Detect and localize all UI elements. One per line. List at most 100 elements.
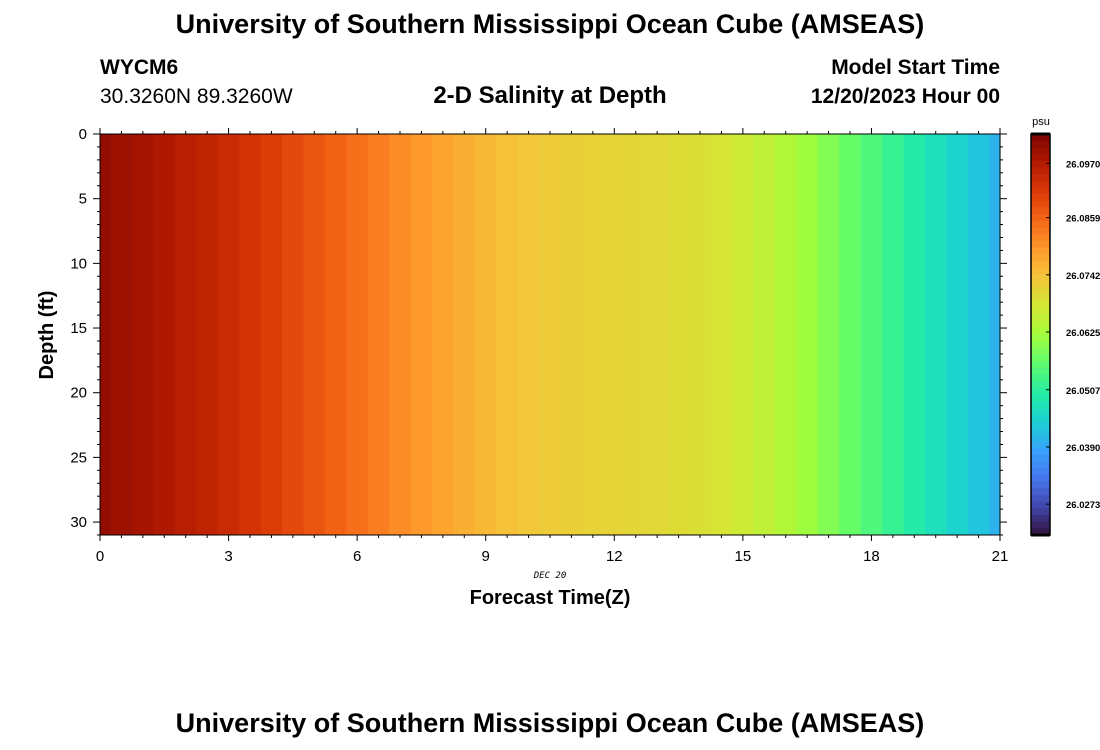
heatmap-column	[903, 134, 926, 535]
colorbar-segment	[1031, 160, 1050, 169]
x-tick-label: 0	[96, 548, 104, 565]
heatmap-column	[282, 134, 305, 535]
colorbar-segment	[1031, 321, 1050, 329]
footer-title: University of Southern Mississippi Ocean…	[175, 708, 925, 738]
y-tick-label: 10	[70, 255, 87, 272]
colorbar-segment	[1031, 214, 1050, 222]
colorbar-segment	[1031, 207, 1050, 215]
heatmap-column	[367, 134, 390, 535]
heatmap-column	[260, 134, 283, 535]
heatmap-column	[796, 134, 819, 535]
date-label: DEC 20	[533, 571, 567, 581]
colorbar-segment	[1031, 481, 1050, 489]
colorbar-segment	[1031, 454, 1050, 463]
colorbar-segment	[1031, 488, 1050, 496]
heatmap-column	[732, 134, 755, 535]
colorbar-segment	[1031, 361, 1050, 369]
colorbar-tick-label: 26.0742	[1066, 271, 1100, 282]
heatmap-column	[239, 134, 262, 535]
heatmap-column	[217, 134, 240, 535]
x-axis-label: Forecast Time(Z)	[470, 587, 631, 609]
heatmap-column	[582, 134, 605, 535]
model-start-label: Model Start Time	[831, 56, 1000, 79]
colorbar-segment	[1031, 167, 1050, 175]
heatmap-column	[925, 134, 948, 535]
colorbar-segment	[1031, 134, 1050, 142]
y-tick-label: 5	[79, 191, 87, 208]
colorbar-segment	[1031, 374, 1050, 382]
heatmap-column	[603, 134, 626, 535]
heatmap-column	[132, 134, 155, 535]
heatmap-column	[325, 134, 348, 535]
colorbar-segment	[1031, 394, 1050, 402]
colorbar-segment	[1031, 240, 1050, 249]
x-tick-label: 3	[224, 548, 232, 565]
colorbar-tick-label: 26.0390	[1066, 443, 1100, 454]
colorbar-segment	[1031, 387, 1050, 396]
heatmap-column	[882, 134, 905, 535]
x-tick-label: 9	[482, 548, 490, 565]
x-tick-label: 12	[606, 548, 623, 565]
heatmap-column	[775, 134, 798, 535]
colorbar-segment	[1031, 147, 1050, 155]
heatmap-column	[946, 134, 969, 535]
colorbar-segment	[1031, 254, 1050, 262]
y-tick-label: 15	[70, 320, 87, 337]
colorbar-unit: psu	[1032, 116, 1050, 128]
heatmap-column	[689, 134, 712, 535]
heatmap-column	[389, 134, 412, 535]
heatmap-column	[817, 134, 840, 535]
colorbar-segment	[1031, 294, 1050, 302]
y-tick-label: 20	[70, 385, 87, 402]
colorbar: 26.0970 26.0859 26.0742 26.0625 26.0507 26.03…	[1030, 132, 1100, 537]
colorbar-segment	[1031, 461, 1050, 469]
colorbar-segment	[1031, 327, 1050, 336]
heatmap-column	[839, 134, 862, 535]
station-coordinates: 30.3260N 89.3260W	[100, 85, 293, 108]
colorbar-segment	[1031, 180, 1050, 189]
colorbar-segment	[1031, 194, 1050, 202]
colorbar-segment	[1031, 468, 1050, 476]
colorbar-segment	[1031, 307, 1050, 316]
colorbar-segment	[1031, 187, 1050, 195]
heatmap-column	[432, 134, 455, 535]
colorbar-segment	[1031, 381, 1050, 389]
colorbar-tick-label: 26.0273	[1066, 500, 1100, 511]
heatmap-column	[753, 134, 776, 535]
heatmap-column	[453, 134, 476, 535]
colorbar-segment	[1031, 414, 1050, 422]
x-tick-label: 6	[353, 548, 361, 565]
colorbar-segment	[1031, 140, 1050, 148]
colorbar-segment	[1031, 154, 1050, 162]
colorbar-segment	[1031, 474, 1050, 483]
colorbar-segment	[1031, 521, 1050, 529]
colorbar-tick-label: 26.0970	[1066, 159, 1100, 170]
colorbar-segment	[1031, 200, 1050, 209]
colorbar-segment	[1031, 341, 1050, 349]
colorbar-tick-label: 26.0507	[1066, 386, 1100, 397]
heatmap-column	[346, 134, 369, 535]
heatmap-column	[967, 134, 990, 535]
colorbar-segment	[1031, 234, 1050, 242]
heatmap-column	[517, 134, 540, 535]
model-start-value: 12/20/2023 Hour 00	[810, 85, 1000, 108]
chart-axes: 0 3 6 9 12 15 18 21 0 5 10 15 20 25 30	[70, 126, 1008, 565]
colorbar-segment	[1031, 247, 1050, 255]
heatmap-column	[303, 134, 326, 535]
y-axis-label: Depth (ft)	[36, 291, 58, 380]
heatmap-column	[646, 134, 669, 535]
colorbar-segment	[1031, 401, 1050, 409]
colorbar-segment	[1031, 441, 1050, 449]
heatmap-column	[710, 134, 733, 535]
colorbar-segment	[1031, 260, 1050, 269]
colorbar-segment	[1031, 301, 1050, 309]
colorbar-segment	[1031, 501, 1050, 509]
x-tick-label: 15	[735, 548, 752, 565]
colorbar-segment	[1031, 334, 1050, 342]
heatmap-column	[153, 134, 176, 535]
colorbar-segment	[1031, 314, 1050, 322]
colorbar-segment	[1031, 354, 1050, 362]
colorbar-segment	[1031, 220, 1050, 229]
colorbar-segment	[1031, 508, 1050, 516]
